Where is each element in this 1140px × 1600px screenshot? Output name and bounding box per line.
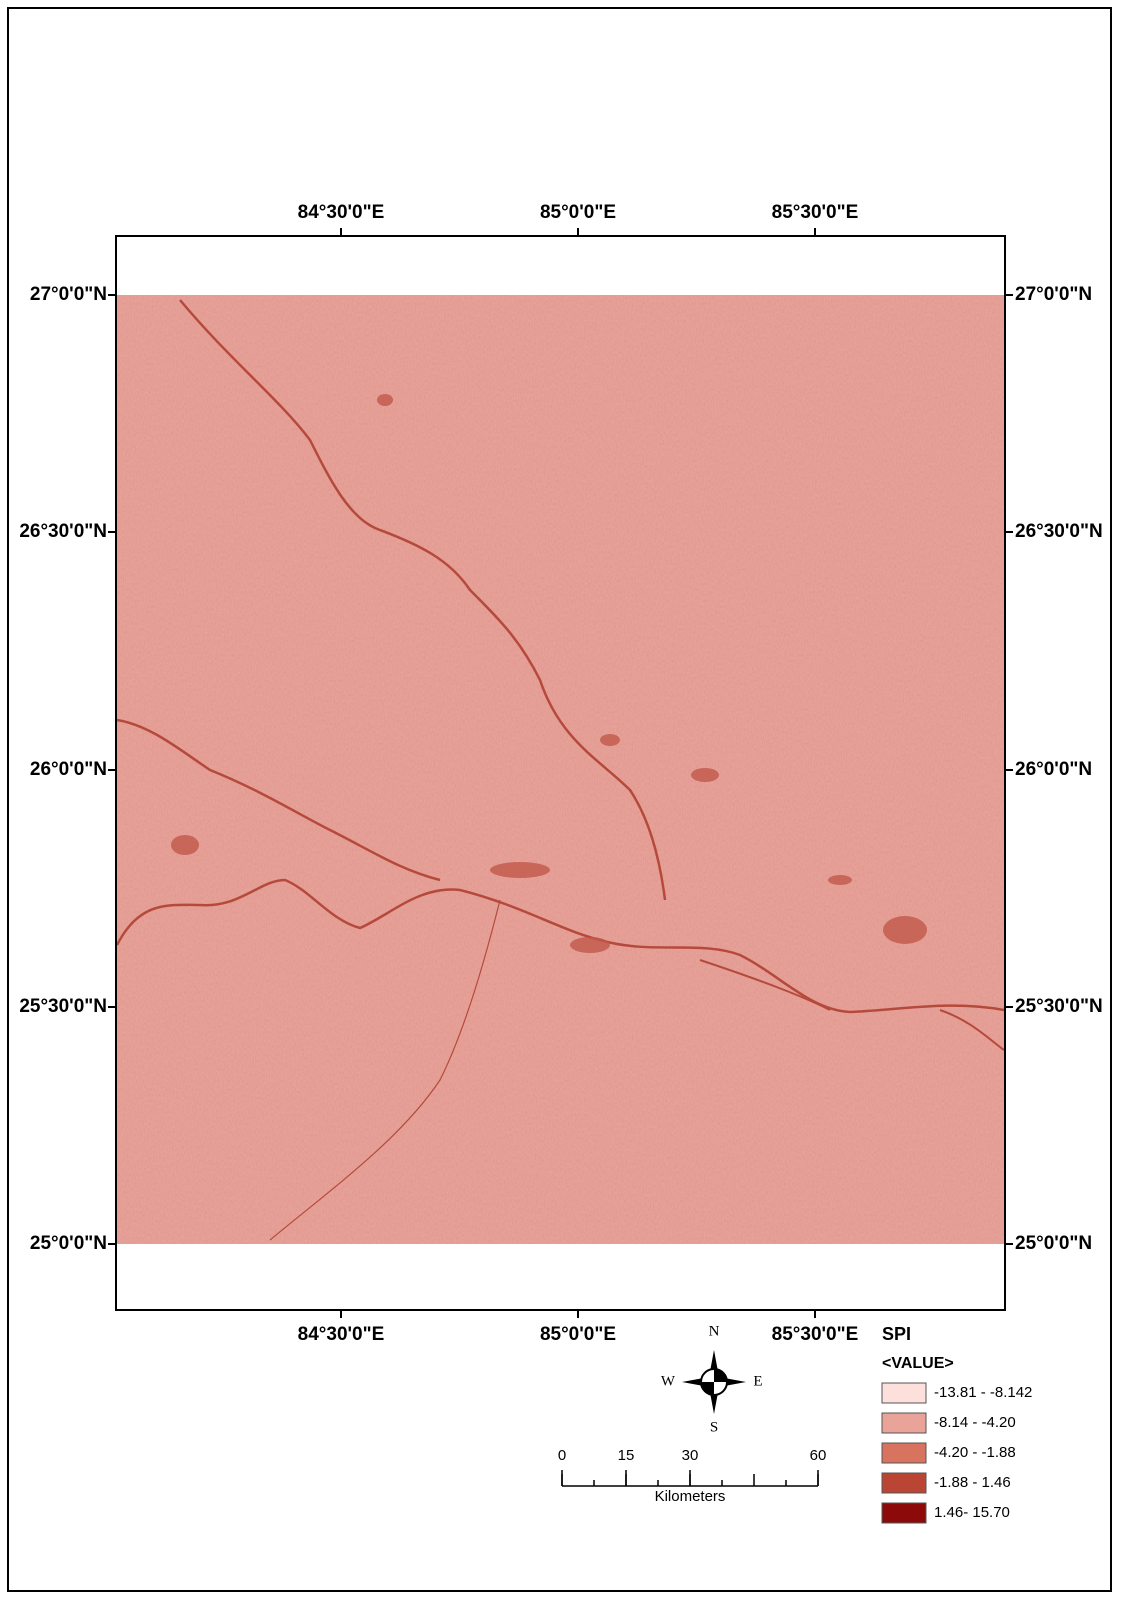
lat-label: 27°0'0"N (30, 284, 107, 305)
lat-label: 27°0'0"N (1015, 284, 1092, 305)
legend-swatch (881, 1472, 927, 1494)
lat-label: 25°30'0"N (1015, 996, 1103, 1017)
lon-label: 84°30'0"E (298, 1324, 385, 1345)
east-label: E (753, 1373, 762, 1389)
lon-label: 84°30'0"E (298, 202, 385, 223)
legend-label: 1.46- 15.70 (934, 1504, 1010, 1521)
lat-label: 25°0'0"N (30, 1233, 107, 1254)
lat-label: 26°0'0"N (1015, 759, 1092, 780)
legend-swatch (881, 1382, 927, 1404)
page-border (7, 7, 1112, 1592)
rivers (115, 299, 1005, 1241)
lon-label: 85°30'0"E (772, 1324, 859, 1345)
legend-label: -8.14 - -4.20 (934, 1414, 1016, 1431)
legend: SPI <VALUE> -13.81 - -8.142 -8.14 - -4.20… (881, 1324, 1032, 1524)
lat-label: 25°0'0"N (1015, 1233, 1092, 1254)
legend-label: -1.88 - 1.46 (934, 1474, 1011, 1491)
north-arrow: N E S W (661, 1323, 763, 1435)
scale-unit: Kilometers (655, 1488, 726, 1505)
graticule-labels: 84°30'0"E 84°30'0"E 85°0'0"E 85°0'0"E 85°30'… (19, 202, 1102, 1345)
lat-label: 26°30'0"N (19, 521, 107, 542)
scale-tick-label: 15 (618, 1447, 635, 1464)
legend-swatch (881, 1412, 927, 1434)
lat-label: 26°30'0"N (1015, 521, 1103, 542)
scale-tick-label: 30 (682, 1447, 699, 1464)
lon-label: 85°0'0"E (540, 1324, 616, 1345)
scale-tick-label: 0 (558, 1447, 566, 1464)
west-label: W (661, 1373, 676, 1389)
legend-label: -13.81 - -8.142 (934, 1384, 1032, 1401)
scale-tick-label: 60 (810, 1447, 827, 1464)
raster-texture (117, 295, 1004, 1244)
patches (171, 394, 927, 953)
lat-label: 26°0'0"N (30, 759, 107, 780)
legend-title: SPI (882, 1324, 911, 1344)
lon-label: 85°30'0"E (772, 202, 859, 223)
legend-label: -4.20 - -1.88 (934, 1444, 1016, 1461)
north-label: N (709, 1323, 720, 1339)
map-frame-outline (115, 235, 1006, 1311)
legend-swatch (881, 1442, 927, 1464)
legend-field: <VALUE> (882, 1355, 954, 1372)
lat-label: 25°30'0"N (19, 996, 107, 1017)
scale-bar: Kilometers 0 15 30 60 (558, 1447, 827, 1505)
south-label: S (710, 1419, 718, 1435)
lon-label: 85°0'0"E (540, 202, 616, 223)
legend-swatch (881, 1502, 927, 1524)
